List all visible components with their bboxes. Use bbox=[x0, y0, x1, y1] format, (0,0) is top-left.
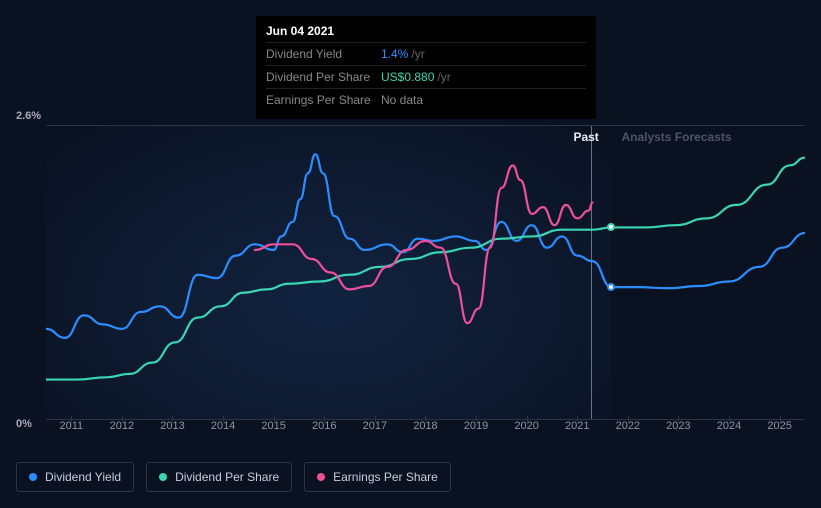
legend: Dividend Yield Dividend Per Share Earnin… bbox=[16, 462, 451, 492]
tooltip-suffix: /yr bbox=[437, 70, 450, 84]
x-axis-tick: 2025 bbox=[754, 420, 805, 448]
x-axis-tick: 2020 bbox=[501, 420, 552, 448]
x-axis-tick: 2013 bbox=[147, 420, 198, 448]
legend-dot-icon bbox=[29, 473, 37, 481]
legend-label: Earnings Per Share bbox=[333, 470, 438, 484]
tooltip-label: Earnings Per Share bbox=[266, 93, 381, 107]
series-marker bbox=[607, 283, 615, 291]
plot-region[interactable]: Past Analysts Forecasts bbox=[46, 125, 805, 420]
tooltip-row: Earnings Per Share No data bbox=[266, 88, 586, 111]
x-axis-tick: 2015 bbox=[248, 420, 299, 448]
legend-item-dividend-yield[interactable]: Dividend Yield bbox=[16, 462, 134, 492]
tooltip-value: US$0.880 bbox=[381, 70, 434, 84]
legend-label: Dividend Per Share bbox=[175, 470, 279, 484]
series-marker bbox=[607, 223, 615, 231]
tooltip-row: Dividend Yield 1.4% /yr bbox=[266, 42, 586, 65]
x-axis-tick: 2011 bbox=[46, 420, 97, 448]
x-axis-tick: 2014 bbox=[198, 420, 249, 448]
y-axis-tick-top: 2.6% bbox=[16, 110, 41, 122]
legend-item-earnings-per-share[interactable]: Earnings Per Share bbox=[304, 462, 451, 492]
tooltip-row: Dividend Per Share US$0.880 /yr bbox=[266, 65, 586, 88]
tooltip-value: No data bbox=[381, 93, 423, 107]
x-axis: 2011201220132014201520162017201820192020… bbox=[46, 420, 805, 448]
x-axis-tick: 2023 bbox=[653, 420, 704, 448]
tooltip-label: Dividend Per Share bbox=[266, 70, 381, 84]
legend-dot-icon bbox=[317, 473, 325, 481]
chart-tooltip: Jun 04 2021 Dividend Yield 1.4% /yr Divi… bbox=[256, 16, 596, 119]
x-axis-tick: 2022 bbox=[603, 420, 654, 448]
tooltip-label: Dividend Yield bbox=[266, 47, 381, 61]
x-axis-tick: 2012 bbox=[97, 420, 148, 448]
x-axis-tick: 2021 bbox=[552, 420, 603, 448]
tooltip-suffix: /yr bbox=[411, 47, 424, 61]
legend-item-dividend-per-share[interactable]: Dividend Per Share bbox=[146, 462, 292, 492]
x-axis-tick: 2018 bbox=[400, 420, 451, 448]
tooltip-date: Jun 04 2021 bbox=[266, 24, 586, 42]
x-axis-tick: 2024 bbox=[704, 420, 755, 448]
tooltip-value: 1.4% bbox=[381, 47, 408, 61]
x-axis-tick: 2016 bbox=[299, 420, 350, 448]
x-axis-tick: 2017 bbox=[350, 420, 401, 448]
y-axis-tick-bot: 0% bbox=[16, 418, 32, 430]
chart-area[interactable]: 2.6% 0% Past Analysts Forecasts 20112012… bbox=[16, 103, 805, 448]
series-lines bbox=[46, 126, 805, 419]
legend-label: Dividend Yield bbox=[45, 470, 121, 484]
legend-dot-icon bbox=[159, 473, 167, 481]
x-axis-tick: 2019 bbox=[451, 420, 502, 448]
